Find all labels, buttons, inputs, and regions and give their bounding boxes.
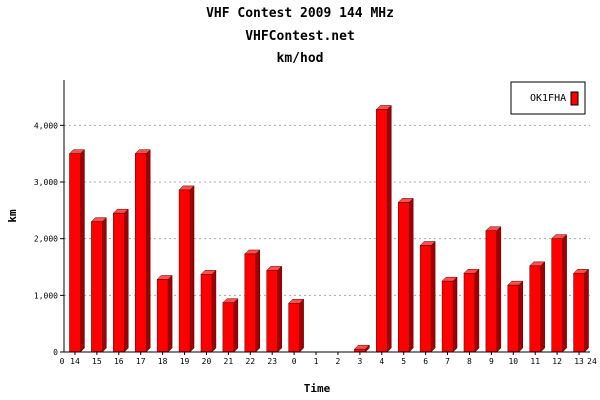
- bar: [529, 265, 541, 353]
- chart-subtitle: VHFContest.net: [245, 29, 355, 44]
- bar-side: [387, 104, 392, 353]
- bar-side: [80, 149, 85, 353]
- chart-title: VHF Contest 2009 144 MHz: [206, 6, 394, 21]
- bar-side: [584, 268, 589, 353]
- x-tick-label: 16: [114, 357, 124, 366]
- bar: [419, 245, 432, 353]
- bar: [397, 202, 410, 353]
- y-tick-label: 4,000: [34, 121, 58, 130]
- bar-side: [430, 240, 436, 353]
- x-tick-label: 20: [202, 357, 212, 366]
- x-tick-label: 1: [314, 357, 319, 366]
- x-tick-label: 22: [245, 357, 255, 366]
- bars: [68, 104, 590, 353]
- legend-box: [510, 81, 586, 115]
- x-axis-end-label: 24: [587, 357, 597, 366]
- x-tick-label: 19: [180, 357, 190, 366]
- bar-side: [562, 234, 567, 353]
- bar-side: [277, 265, 282, 353]
- x-axis-label: Time: [304, 382, 331, 395]
- x-tick-label: 4: [379, 357, 384, 366]
- x-tick-label: 0: [292, 357, 297, 366]
- x-tick-label: 15: [92, 357, 102, 366]
- bar: [178, 189, 191, 353]
- bar-side: [255, 249, 261, 353]
- bar-side: [124, 208, 129, 353]
- legend: OK1FHA: [510, 81, 586, 115]
- x-tick-label: 8: [467, 357, 472, 366]
- bar: [156, 279, 169, 353]
- bar: [91, 221, 103, 353]
- x-tick-label: 18: [158, 357, 168, 366]
- bar: [441, 280, 454, 353]
- bar-side: [145, 149, 151, 353]
- bar-side: [518, 280, 524, 353]
- x-tick-label: 5: [401, 357, 406, 366]
- bar: [573, 272, 585, 353]
- bar: [376, 109, 388, 353]
- bar: [222, 302, 235, 353]
- y-tick-label: 3,000: [34, 178, 58, 187]
- y-tick-label: 1,000: [34, 291, 58, 300]
- bar-side: [496, 226, 502, 353]
- x-tick-label: 2: [336, 357, 341, 366]
- bar: [200, 274, 213, 353]
- x-tick-label: 12: [552, 357, 562, 366]
- bar: [288, 303, 300, 353]
- x-tick-label: 14: [70, 357, 80, 366]
- y-tick-label: 2,000: [34, 235, 58, 244]
- y-axis-label: km: [6, 209, 19, 223]
- x-tick-label: 6: [423, 357, 428, 366]
- x-tick-label: 23: [267, 357, 277, 366]
- x-tick-label: 7: [445, 357, 450, 366]
- bar: [134, 153, 147, 353]
- bar: [485, 230, 498, 353]
- x-tick-label: 9: [489, 357, 494, 366]
- x-tick-label: 3: [357, 357, 362, 366]
- bar: [463, 272, 476, 353]
- bar: [266, 270, 278, 353]
- bar-side: [102, 217, 107, 353]
- bar-side: [408, 197, 414, 353]
- x-tick-label: 13: [574, 357, 584, 366]
- x-tick-label: 10: [508, 357, 518, 366]
- y-tick-label: 0: [53, 348, 58, 357]
- bar-side: [167, 274, 173, 353]
- bar: [113, 212, 125, 353]
- legend-swatch: [570, 91, 579, 106]
- bar: [244, 253, 257, 353]
- chart-unit-subtitle: km/hod: [276, 51, 324, 66]
- bar: [551, 238, 563, 353]
- bar-side: [474, 268, 480, 353]
- bar-side: [299, 298, 304, 353]
- x-axis-start-label: 0: [60, 357, 65, 366]
- bar-side: [233, 298, 239, 353]
- bar-side: [540, 261, 545, 353]
- x-tick-label: 11: [530, 357, 540, 366]
- x-tick-label: 21: [224, 357, 234, 366]
- bar: [507, 284, 520, 353]
- bar-side: [211, 269, 217, 353]
- bar-side: [189, 185, 195, 353]
- legend-label: OK1FHA: [530, 93, 566, 104]
- bar: [69, 153, 81, 353]
- bar-side: [452, 276, 458, 353]
- x-tick-label: 17: [136, 357, 146, 366]
